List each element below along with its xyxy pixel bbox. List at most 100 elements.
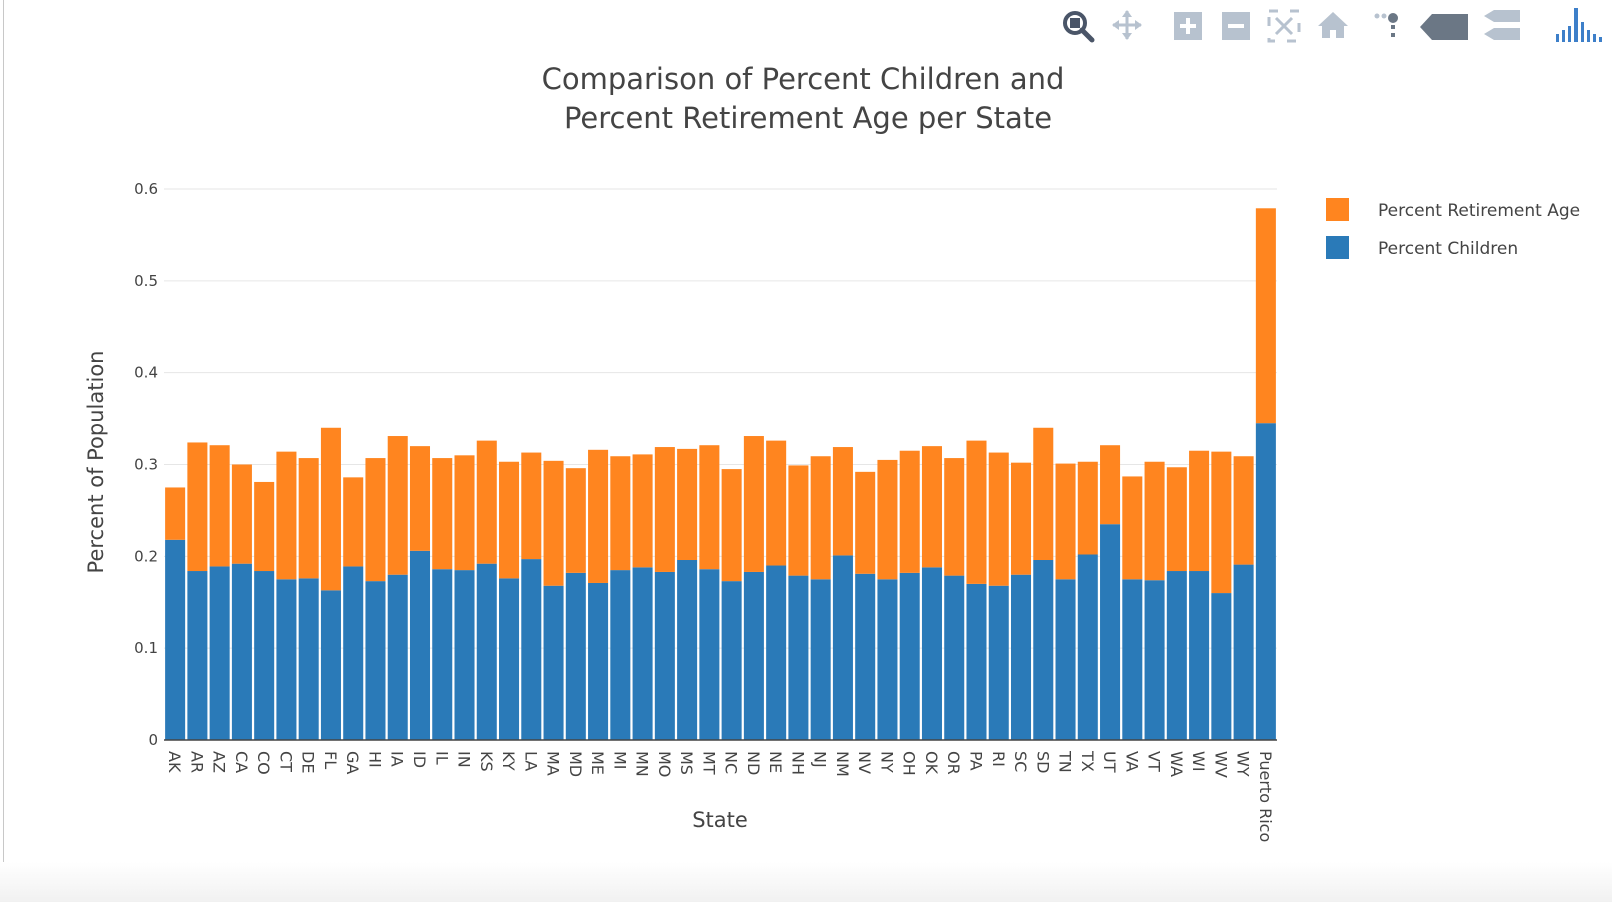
bar-retirement-co[interactable] bbox=[254, 481, 275, 572]
bar-children-ne[interactable] bbox=[766, 565, 787, 740]
bar-retirement-mo[interactable] bbox=[654, 447, 675, 572]
bar-retirement-ga[interactable] bbox=[343, 477, 364, 567]
bar-retirement-ak[interactable] bbox=[165, 487, 186, 540]
bar-retirement-nj[interactable] bbox=[810, 456, 831, 580]
bar-retirement-ia[interactable] bbox=[387, 436, 408, 575]
bar-retirement-ar[interactable] bbox=[187, 442, 208, 572]
bar-children-pa[interactable] bbox=[966, 583, 987, 740]
bar-retirement-pa[interactable] bbox=[966, 440, 987, 584]
bar-children-ar[interactable] bbox=[187, 571, 208, 740]
bar-children-ia[interactable] bbox=[387, 574, 408, 740]
bar-retirement-la[interactable] bbox=[521, 452, 542, 560]
bar-retirement-sc[interactable] bbox=[1010, 462, 1032, 575]
bar-retirement-ms[interactable] bbox=[677, 448, 698, 561]
bar-retirement-ok[interactable] bbox=[921, 446, 942, 568]
bar-retirement-il[interactable] bbox=[432, 458, 453, 570]
plotly-logo-icon[interactable] bbox=[1556, 8, 1602, 42]
bar-retirement-id[interactable] bbox=[409, 446, 431, 551]
legend-swatch[interactable] bbox=[1326, 236, 1349, 259]
bar-children-co[interactable] bbox=[254, 571, 275, 740]
bar-children-nd[interactable] bbox=[743, 571, 764, 740]
bar-retirement-de[interactable] bbox=[298, 458, 319, 579]
bar-retirement-mi[interactable] bbox=[610, 456, 631, 571]
bar-retirement-nc[interactable] bbox=[721, 469, 742, 582]
bar-children-puerto-rico[interactable] bbox=[1255, 423, 1276, 740]
bar-children-ny[interactable] bbox=[877, 579, 898, 740]
bar-children-sc[interactable] bbox=[1010, 574, 1032, 740]
bar-children-az[interactable] bbox=[209, 566, 230, 740]
legend-label[interactable]: Percent Retirement Age bbox=[1378, 201, 1580, 221]
bar-children-ca[interactable] bbox=[231, 563, 252, 740]
bar-children-sd[interactable] bbox=[1033, 560, 1054, 740]
legend-swatch[interactable] bbox=[1326, 198, 1349, 221]
pan-icon[interactable] bbox=[1112, 10, 1142, 40]
bar-retirement-nh[interactable] bbox=[788, 465, 809, 576]
bar-retirement-fl[interactable] bbox=[320, 427, 341, 591]
bar-children-id[interactable] bbox=[409, 550, 431, 740]
bar-retirement-nm[interactable] bbox=[832, 447, 853, 556]
bar-retirement-or[interactable] bbox=[944, 458, 965, 576]
bar-retirement-tx[interactable] bbox=[1077, 461, 1098, 555]
hover-closest-icon[interactable] bbox=[1420, 14, 1468, 40]
bar-retirement-in[interactable] bbox=[454, 455, 475, 571]
bar-retirement-ky[interactable] bbox=[499, 461, 520, 579]
bar-retirement-ks[interactable] bbox=[476, 440, 497, 564]
autoscale-icon[interactable] bbox=[1267, 9, 1301, 43]
bar-children-oh[interactable] bbox=[899, 572, 920, 740]
bar-children-mt[interactable] bbox=[699, 569, 720, 740]
bar-children-ut[interactable] bbox=[1100, 524, 1121, 740]
bar-children-mo[interactable] bbox=[654, 571, 675, 740]
bar-retirement-ut[interactable] bbox=[1100, 445, 1121, 525]
bar-children-wa[interactable] bbox=[1166, 571, 1187, 740]
bar-retirement-nd[interactable] bbox=[743, 436, 764, 572]
bar-children-ms[interactable] bbox=[677, 560, 698, 740]
bar-retirement-wi[interactable] bbox=[1189, 450, 1210, 572]
bar-children-nj[interactable] bbox=[810, 579, 831, 740]
bar-retirement-ny[interactable] bbox=[877, 459, 898, 580]
bar-retirement-md[interactable] bbox=[565, 468, 586, 573]
hover-compare-icon[interactable] bbox=[1484, 10, 1520, 40]
bar-children-tx[interactable] bbox=[1077, 554, 1098, 740]
bar-children-va[interactable] bbox=[1122, 579, 1143, 740]
bar-retirement-ri[interactable] bbox=[988, 452, 1009, 586]
bar-children-wy[interactable] bbox=[1233, 564, 1254, 740]
bar-children-il[interactable] bbox=[432, 569, 453, 740]
bar-children-la[interactable] bbox=[521, 559, 542, 740]
bar-children-nm[interactable] bbox=[832, 555, 853, 740]
bar-children-fl[interactable] bbox=[320, 590, 341, 740]
bar-retirement-ma[interactable] bbox=[543, 460, 564, 586]
bar-children-ma[interactable] bbox=[543, 585, 564, 740]
bar-children-or[interactable] bbox=[944, 575, 965, 740]
bar-children-nc[interactable] bbox=[721, 581, 742, 740]
bar-retirement-wv[interactable] bbox=[1211, 451, 1232, 594]
bar-children-mn[interactable] bbox=[632, 567, 653, 740]
bar-retirement-sd[interactable] bbox=[1033, 427, 1054, 561]
bar-retirement-nv[interactable] bbox=[855, 471, 876, 574]
bar-children-de[interactable] bbox=[298, 578, 319, 740]
bar-retirement-mn[interactable] bbox=[632, 454, 653, 568]
bar-retirement-ct[interactable] bbox=[276, 451, 297, 580]
bar-children-in[interactable] bbox=[454, 570, 475, 740]
zoom-in-icon[interactable] bbox=[1174, 12, 1202, 40]
bar-children-ga[interactable] bbox=[343, 566, 364, 740]
bar-children-ri[interactable] bbox=[988, 585, 1009, 740]
bar-children-wi[interactable] bbox=[1189, 571, 1210, 740]
spike-lines-icon[interactable] bbox=[1374, 13, 1399, 37]
bar-retirement-me[interactable] bbox=[588, 449, 609, 583]
bar-retirement-puerto-rico[interactable] bbox=[1255, 208, 1276, 424]
bar-retirement-wa[interactable] bbox=[1166, 467, 1187, 572]
bar-children-ct[interactable] bbox=[276, 579, 297, 740]
bar-retirement-oh[interactable] bbox=[899, 450, 920, 573]
bar-retirement-mt[interactable] bbox=[699, 445, 720, 570]
bar-children-nv[interactable] bbox=[855, 573, 876, 740]
bar-retirement-az[interactable] bbox=[209, 445, 230, 567]
bar-retirement-wy[interactable] bbox=[1233, 456, 1254, 565]
bar-children-mi[interactable] bbox=[610, 570, 631, 740]
bar-children-ky[interactable] bbox=[499, 578, 520, 740]
bar-children-md[interactable] bbox=[565, 572, 586, 740]
bar-retirement-ca[interactable] bbox=[231, 464, 252, 564]
bar-retirement-vt[interactable] bbox=[1144, 461, 1165, 581]
bar-retirement-tn[interactable] bbox=[1055, 463, 1076, 580]
bar-retirement-ne[interactable] bbox=[766, 440, 787, 566]
bar-children-ks[interactable] bbox=[476, 563, 497, 740]
